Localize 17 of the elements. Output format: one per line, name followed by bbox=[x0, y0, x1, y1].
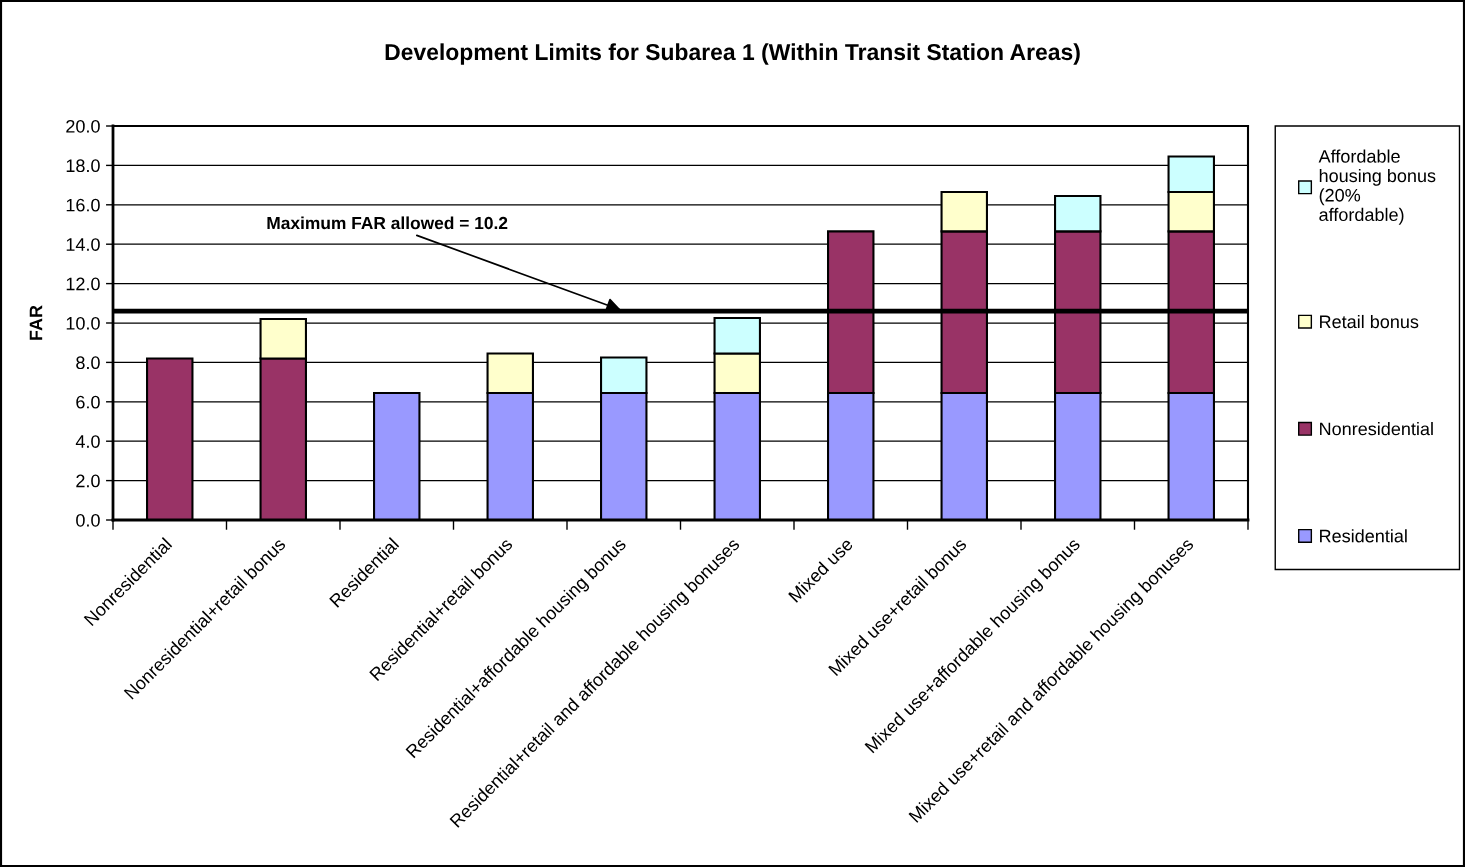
y-tick-label: 16.0 bbox=[66, 198, 100, 212]
y-tick-label: 0.0 bbox=[76, 513, 100, 527]
y-tick-label: 6.0 bbox=[76, 395, 100, 409]
y-tick-label: 12.0 bbox=[66, 277, 100, 291]
y-tick-label: 4.0 bbox=[75, 435, 100, 448]
legend-label: Retail bonus bbox=[1320, 314, 1419, 329]
y-tick-label: 14.0 bbox=[66, 238, 100, 251]
legend-label: Nonresidential bbox=[1320, 422, 1433, 436]
y-tick-label: 18.0 bbox=[66, 159, 100, 173]
annotation: Maximum FAR allowed = 10.2 bbox=[267, 216, 508, 230]
y-tick-label: 20.0 bbox=[66, 119, 100, 133]
y-axis-title: FAR bbox=[29, 305, 43, 340]
y-tick-label: 10.0 bbox=[66, 316, 100, 330]
legend-label: Affordable housing bonus (20% affordable) bbox=[1318, 149, 1436, 225]
y-tick-label: 8.0 bbox=[76, 356, 100, 370]
chart-title: Development Limits for Subarea 1 (Within Transit Station Areas) bbox=[385, 43, 1080, 65]
y-tick-label: 2.0 bbox=[76, 474, 100, 488]
